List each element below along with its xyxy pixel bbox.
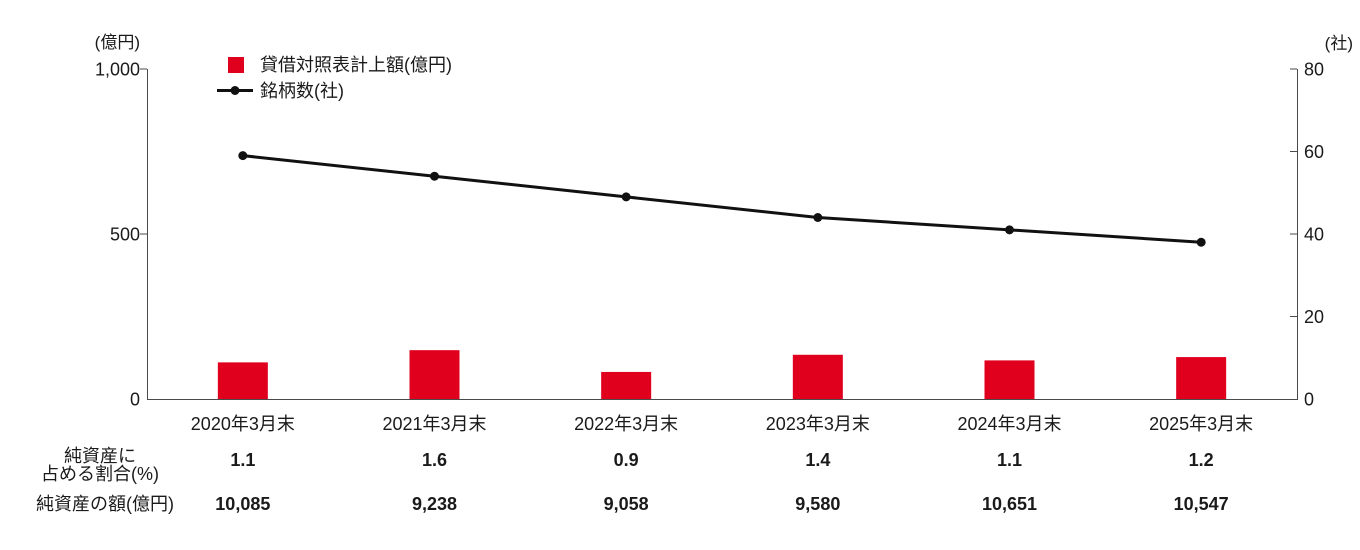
bar — [409, 350, 460, 399]
table-row-label: 純資産の額(億円) — [36, 494, 174, 514]
right-axis-tick-label: 40 — [1304, 225, 1324, 245]
legend-line-label: 銘柄数(社) — [260, 81, 344, 101]
x-axis-label: 2025年3月末 — [1149, 414, 1253, 434]
table-cell: 9,058 — [604, 494, 649, 514]
legend-bar-swatch-icon — [228, 57, 244, 73]
bar — [792, 354, 843, 399]
bar — [984, 360, 1035, 399]
left-axis-tick-label: 500 — [110, 225, 140, 245]
legend: 貸借対照表計上額(億円) 銘柄数(社) — [217, 55, 452, 101]
left-axis-tick-label: 0 — [130, 390, 140, 410]
line-point — [1196, 237, 1206, 247]
left-axis-tick-label: 1,000 — [95, 60, 140, 80]
left-axis-unit-label: (億円) — [95, 33, 140, 52]
line-series — [242, 154, 1202, 244]
table-cell: 10,547 — [1174, 494, 1229, 514]
table-cell: 1.1 — [997, 450, 1022, 470]
table-cell: 9,580 — [795, 494, 840, 514]
line-point — [621, 192, 631, 202]
legend-line-dot-icon — [230, 86, 240, 95]
bar — [217, 362, 268, 399]
table-cell: 1.4 — [805, 450, 830, 470]
right-axis-tick-label: 80 — [1304, 60, 1324, 80]
x-axis-label: 2023年3月末 — [766, 414, 870, 434]
table-cell: 10,085 — [215, 494, 270, 514]
line-point — [1005, 225, 1014, 235]
table-cell: 0.9 — [614, 450, 639, 470]
table-cell: 9,238 — [412, 494, 457, 514]
x-axis-label: 2021年3月末 — [382, 414, 486, 434]
bar — [1176, 357, 1227, 399]
right-axis-unit-label: (社) — [1325, 34, 1353, 53]
bar — [601, 371, 652, 399]
line-point — [813, 213, 823, 222]
x-axis-label: 2024年3月末 — [957, 414, 1061, 434]
line-point — [238, 151, 248, 161]
table-cell: 1.2 — [1189, 450, 1214, 470]
line-point — [430, 171, 439, 181]
table-cell: 10,651 — [982, 494, 1037, 514]
legend-bar-label: 貸借対照表計上額(億円) — [260, 55, 452, 75]
table-cell: 1.6 — [422, 450, 447, 470]
x-axis-label: 2020年3月末 — [191, 414, 295, 434]
x-axis-label: 2022年3月末 — [574, 414, 678, 434]
table-cell: 1.1 — [230, 450, 255, 470]
table-row-label: 占める割合(%) — [41, 464, 159, 484]
right-axis-tick-label: 60 — [1304, 142, 1324, 162]
right-axis-tick-label: 20 — [1304, 307, 1324, 327]
right-axis-tick-label: 0 — [1304, 390, 1314, 410]
table-row-label: 純資産に — [64, 446, 136, 466]
